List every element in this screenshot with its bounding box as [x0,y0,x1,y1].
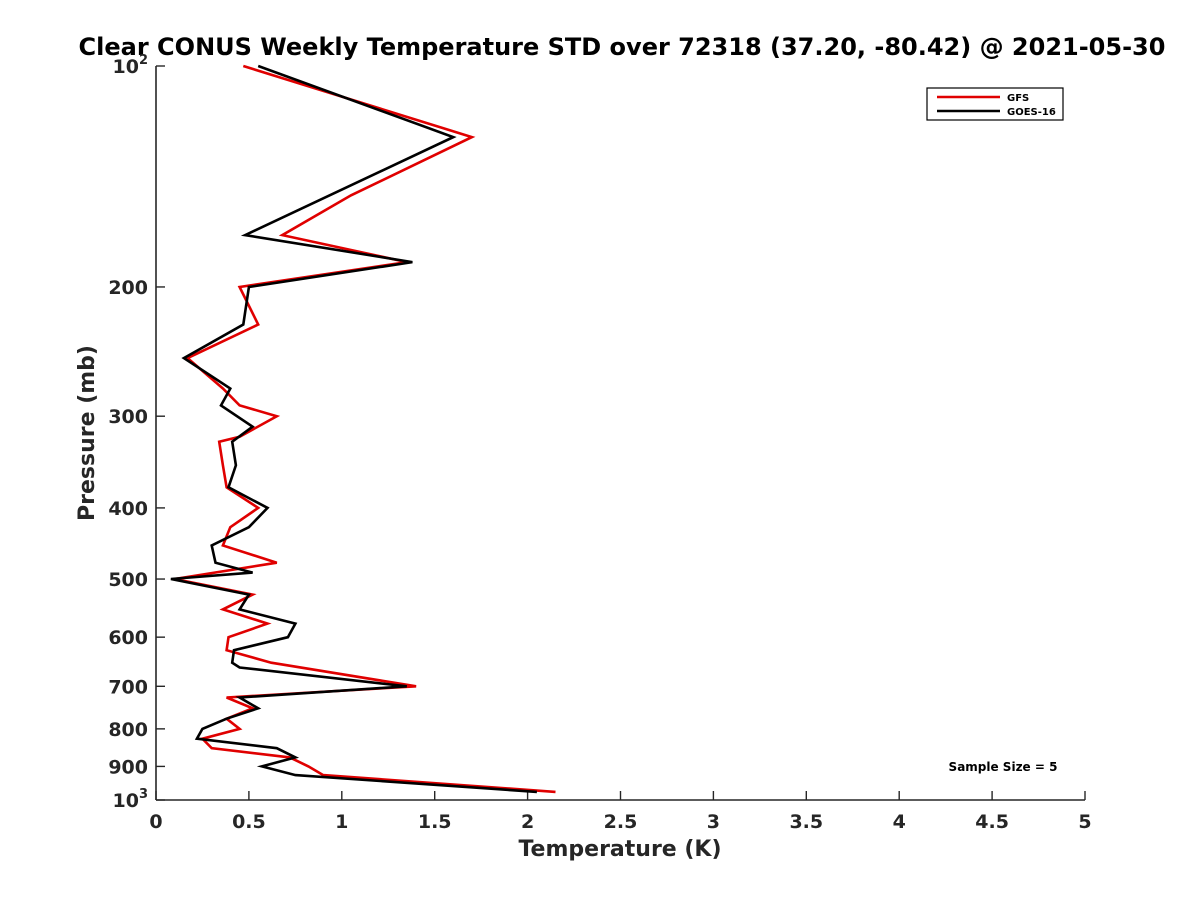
x-tick-label: 1 [335,811,348,833]
y-tick-label: 200 [108,277,148,299]
y-axis-ticks: 102 200 300 400 500 600 700 800 900 103 [108,53,165,812]
chart-title: Clear CONUS Weekly Temperature STD over … [79,33,1166,61]
x-tick-label: 2.5 [604,811,638,833]
sample-size-annotation: Sample Size = 5 [949,760,1058,774]
y-tick-label: 600 [108,627,148,649]
y-tick-label: 800 [108,719,148,741]
y-tick-label: 103 [113,787,149,812]
y-tick-label: 500 [108,569,148,591]
legend-box [926,87,1064,121]
legend-label-gfs: GFS [1007,93,1029,104]
x-tick-label: 3.5 [789,811,823,833]
y-tick-label: 700 [108,676,148,698]
x-tick-label: 0 [149,811,162,833]
y-tick-label: 102 [113,53,149,78]
x-tick-label: 4 [893,811,906,833]
series-layer [170,64,556,794]
x-axis-ticks: 0 0.5 1 1.5 2 2.5 3 3.5 4 4.5 5 [149,791,1092,833]
x-tick-label: 1.5 [418,811,452,833]
series-line-gfs [174,64,556,794]
y-tick-label: 400 [108,498,148,520]
y-axis-label: Pressure (mb) [75,345,100,521]
plot-frame [155,66,1085,801]
legend: GFS GOES-16 [926,87,1064,121]
y-tick-label: 300 [108,406,148,428]
x-tick-label: 2 [521,811,534,833]
x-tick-label: 4.5 [975,811,1009,833]
x-tick-label: 0.5 [232,811,266,833]
series-line-goes16 [170,64,537,794]
x-tick-label: 5 [1078,811,1091,833]
legend-label-goes16: GOES-16 [1007,107,1056,118]
y-tick-label: 900 [108,756,148,778]
x-tick-label: 3 [707,811,720,833]
x-axis-label: Temperature (K) [518,837,721,862]
